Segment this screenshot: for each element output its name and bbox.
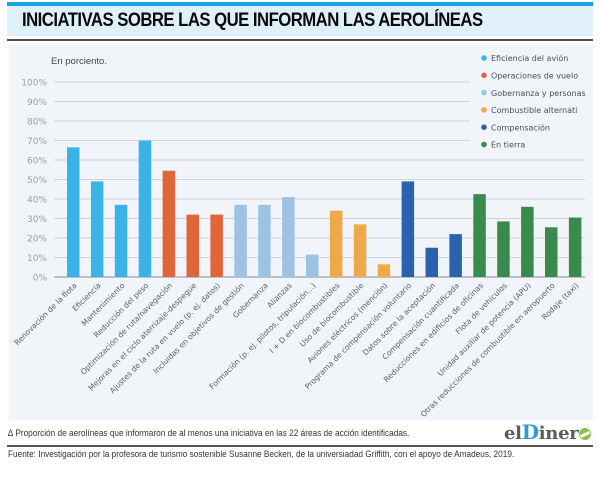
bar [568, 217, 582, 277]
bar [521, 206, 534, 277]
bar [162, 170, 176, 277]
bar [545, 227, 558, 277]
legend-label: Combustible alternati [491, 106, 577, 115]
y-tick-label: 0% [33, 274, 48, 284]
legend-swatch [481, 141, 487, 148]
logo-text-iner: iner [538, 423, 579, 444]
bar [67, 147, 80, 277]
chart-panel [9, 45, 593, 420]
y-tick-label: 80% [27, 118, 47, 128]
bar [401, 181, 415, 277]
legend-label: Eficiencia del avión [491, 53, 568, 63]
logo-text-d: D [521, 420, 539, 444]
legend-label: Gobernanza y personas [491, 89, 586, 98]
y-axis-ticks: 0% 10% 20% 30% 40% 50% 60% 70% 80% 90% 100% [21, 79, 47, 284]
legend: Eficiencia del avión Operaciones de vuelo… [481, 53, 586, 150]
y-tick-label: 40% [27, 196, 47, 206]
y-tick-label: 60% [27, 157, 47, 167]
bar [497, 221, 510, 277]
bar [306, 254, 319, 277]
legend-swatch [481, 107, 487, 113]
bar [282, 197, 295, 277]
legend-swatch [481, 72, 487, 79]
x-tick-label: Renovación de la flota [13, 281, 79, 347]
y-tick-label: 50% [27, 176, 47, 186]
bar [449, 234, 462, 277]
bar [425, 247, 438, 277]
footnote: ∆ Proporción de aerolíneas que informaro… [8, 428, 410, 439]
eldinero-logo: elDiner [504, 420, 592, 444]
legend-label: Operaciones de vuelo [491, 72, 578, 81]
y-tick-label: 10% [27, 254, 47, 264]
leaf-icon [579, 428, 592, 440]
bar [329, 210, 343, 277]
title-divider [7, 39, 593, 41]
legend-swatch [481, 124, 487, 130]
title-banner [7, 6, 593, 36]
bar [473, 194, 486, 277]
x-tick-label: Ajustes de la ruta en vuelo (p. ej. dato… [108, 281, 222, 395]
legend-swatch [481, 55, 487, 61]
bar [210, 214, 223, 277]
bar [353, 224, 367, 277]
legend-swatch [481, 89, 487, 96]
legend-label: Compensación [491, 122, 550, 132]
y-tick-label: 70% [27, 137, 47, 147]
bars [67, 140, 582, 277]
bar [186, 214, 199, 277]
footer-divider [7, 445, 593, 447]
bar [90, 181, 104, 277]
source-credit: Fuente: Investigación por la profesora d… [8, 449, 515, 460]
bar [377, 264, 391, 277]
chart-title: INICIATIVAS SOBRE LAS QUE INFORMAN LAS A… [22, 10, 483, 31]
y-tick-label: 30% [27, 215, 47, 225]
bar [234, 204, 247, 277]
bar [114, 204, 128, 277]
bar [138, 140, 152, 277]
y-tick-label: 20% [27, 235, 47, 245]
y-axis-label: En porciento. [51, 56, 107, 67]
x-axis-labels: Renovación de la flotaEficienciaMantenim… [13, 281, 581, 419]
title-accent-bar [7, 2, 593, 6]
y-tick-label: 90% [27, 98, 47, 108]
bar [258, 204, 271, 277]
legend-label: En tierra [491, 141, 525, 150]
y-tick-label: 100% [21, 79, 47, 89]
logo-text-el: el [504, 423, 522, 444]
